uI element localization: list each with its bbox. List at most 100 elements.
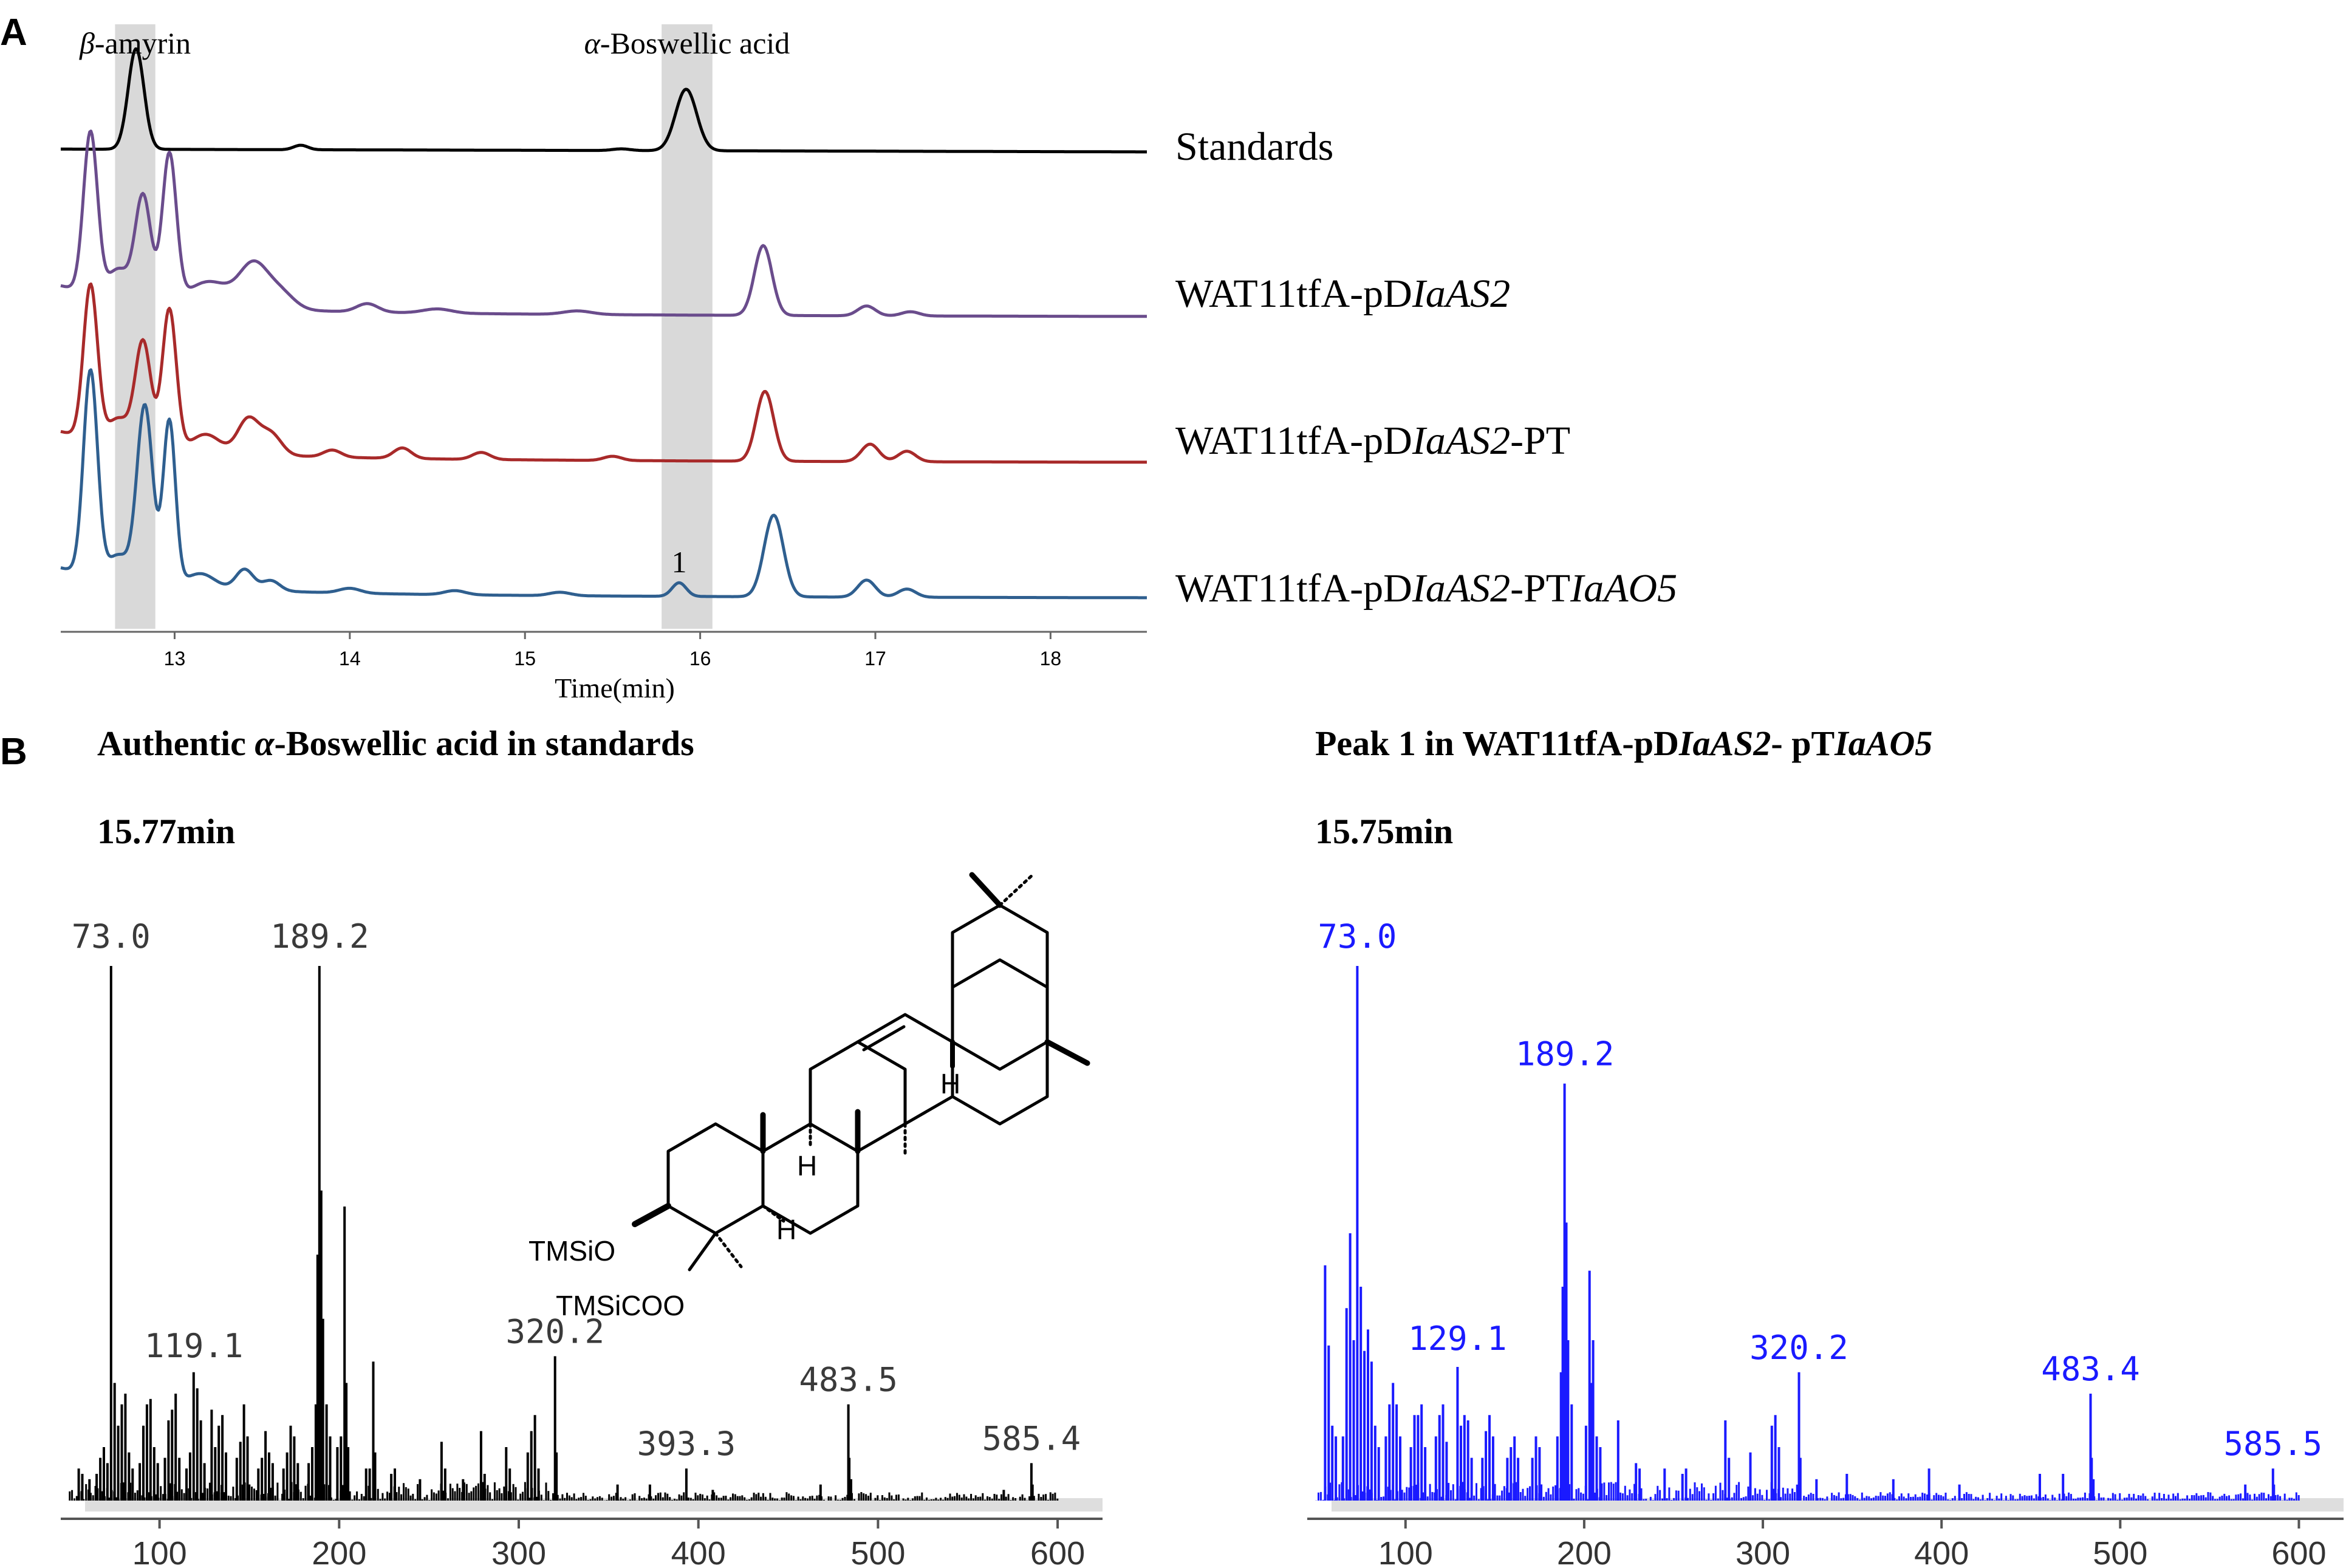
right-mass-spectrum: 73.0 189.2 129.1 320.2 483.4 585.5 100 200 300 40…: [1307, 917, 2344, 1568]
text-part: WAT11tfA-pD: [1175, 566, 1412, 611]
trace-label: WAT11tfA-pDIaAS2-PT: [1175, 419, 1570, 463]
mz-label: 393.3: [637, 1425, 736, 1463]
trace-label: Standards: [1175, 125, 1333, 169]
mz-label: 483.5: [799, 1361, 898, 1399]
axis-tick-label: 16: [689, 648, 711, 669]
axis-tick-label: 14: [339, 648, 361, 669]
methyl-7: [714, 1231, 743, 1268]
tmsicoo-label: TMSiCOO: [556, 1290, 685, 1321]
tmsicoo-bond: [688, 1231, 717, 1272]
tmsio-label: TMSiO: [528, 1235, 615, 1267]
ring-d-lower: [951, 1040, 1049, 1126]
ms-axis-tick-label: 600: [2271, 1535, 2326, 1568]
ms-axis-tick-label: 300: [491, 1535, 546, 1568]
trace-labels: StandardsWAT11tfA-pDIaAS2WAT11tfA-pDIaAS…: [1175, 125, 1677, 611]
mz-label: 73.0: [72, 917, 151, 956]
ms-axis-tick-label: 200: [1557, 1535, 1612, 1568]
chromatogram-trace: [60, 368, 1147, 600]
time-axis: 13 14 15 16 17 18: [61, 631, 1147, 669]
h-label-2: H: [776, 1214, 796, 1245]
mz-label: 189.2: [1516, 1035, 1615, 1073]
text-part: IaAO5: [1570, 566, 1677, 611]
chromatogram-trace: [60, 129, 1147, 318]
left-spectrum-title: Authentic α-Boswellic acid in standards: [97, 724, 694, 763]
ms-axis-tick-label: 500: [850, 1535, 905, 1568]
mz-label: 320.2: [1749, 1329, 1848, 1367]
axis-tick-label: 15: [514, 648, 536, 669]
mz-label: 320.2: [505, 1312, 604, 1351]
band-label-greek: α: [584, 26, 601, 60]
axis-tick-label: 13: [164, 648, 186, 669]
trace-label: WAT11tfA-pDIaAS2-PTIaAO5: [1175, 566, 1677, 611]
peak-annotations: 1: [672, 545, 687, 579]
text-part: -PT: [1510, 419, 1570, 463]
panel-a-letter: A: [0, 12, 27, 53]
ring-e-top: [951, 903, 1049, 989]
double-bond: [862, 1025, 906, 1052]
panel-b-letter: B: [0, 731, 27, 773]
mz-label: 129.1: [1408, 1320, 1507, 1358]
text-part: Standards: [1175, 125, 1333, 169]
band-label-rest: -amyrin: [95, 26, 191, 60]
ring-b: [761, 1122, 860, 1235]
band-label-rest: -Boswellic acid: [600, 26, 790, 60]
ms-axis-tick-label: 600: [1030, 1535, 1085, 1568]
text-part: WAT11tfA-pD: [1175, 272, 1412, 316]
mz-label: 483.4: [2041, 1350, 2140, 1388]
ms-axis-tick-label: 500: [2093, 1535, 2147, 1568]
axis-tick-label: 18: [1040, 648, 1062, 669]
axis-tick-label: 17: [864, 648, 886, 669]
text-part: IaAO5: [1834, 724, 1932, 763]
mz-label: 73.0: [1318, 917, 1397, 956]
ring-c: [809, 1040, 907, 1153]
panel-b-mass-spectra: B Authentic α-Boswellic acid in standard…: [0, 724, 2344, 1568]
mz-label: 585.5: [2224, 1425, 2323, 1463]
text-part: α: [255, 724, 275, 763]
text-part: WAT11tfA-pD: [1175, 419, 1412, 463]
ms-axis-tick-label: 200: [312, 1535, 366, 1568]
ms-axis-tick-label: 100: [132, 1535, 187, 1568]
alpha-boswellic-acid-structure: [632, 872, 1090, 1272]
text-part: - pT: [1771, 724, 1835, 763]
mz-label: 189.2: [270, 917, 369, 956]
time-axis-title: Time(min): [555, 673, 675, 704]
chromatogram-traces: [60, 47, 1147, 600]
h-label-1: H: [797, 1150, 817, 1182]
chromatogram-trace: [60, 47, 1147, 154]
ms-axis-tick-label: 300: [1736, 1535, 1790, 1568]
trace-label: WAT11tfA-pDIaAS2: [1175, 272, 1510, 316]
text-part: -Boswellic acid in standards: [274, 724, 694, 763]
left-mass-spectrum: 73.0 189.2 119.1 320.2 393.3 483.5 585.4 100 200…: [61, 917, 1103, 1568]
peak-1-annotation: 1: [672, 545, 687, 579]
text-part: Authentic: [97, 724, 255, 763]
mz-label: 119.1: [145, 1327, 244, 1365]
methyl-4: [1044, 1039, 1090, 1066]
methyl-5: [969, 872, 1003, 908]
left-retention-time: 15.77min: [97, 812, 235, 851]
highlight-bands: [115, 24, 713, 629]
right-spectrum-title: Peak 1 in WAT11tfA-pDIaAS2- pTIaAO5: [1315, 724, 1932, 763]
beta-amyrin-label: β-amyrin: [79, 26, 191, 60]
text-part: IaAS2: [1412, 272, 1510, 316]
mz-label: 585.4: [982, 1419, 1081, 1457]
ring-e: [951, 958, 1049, 1071]
text-part: Peak 1 in WAT11tfA-pD: [1315, 724, 1679, 763]
baseline-band: [85, 1498, 1103, 1512]
ms-axis-tick-label: 400: [1914, 1535, 1969, 1568]
chromatogram-trace: [60, 282, 1147, 464]
text-part: -PT: [1510, 566, 1570, 611]
panel-a-chromatogram: A β-amyrin α-Boswellic acid Standards WAT…: [0, 12, 1677, 704]
text-part: IaAS2: [1412, 419, 1510, 463]
h-label-3: H: [940, 1068, 960, 1100]
text-part: IaAS2: [1678, 724, 1771, 763]
text-part: IaAS2: [1412, 566, 1510, 611]
h-bond-2: [761, 1204, 785, 1223]
baseline-band: [1332, 1498, 2344, 1512]
right-retention-time: 15.75min: [1315, 812, 1453, 851]
band-label-greek: β: [79, 26, 95, 60]
methyl-6: [998, 873, 1034, 907]
ms-axis-tick-label: 400: [671, 1535, 726, 1568]
tmsio-bond: [632, 1203, 671, 1227]
ms-axis-tick-label: 100: [1378, 1535, 1433, 1568]
